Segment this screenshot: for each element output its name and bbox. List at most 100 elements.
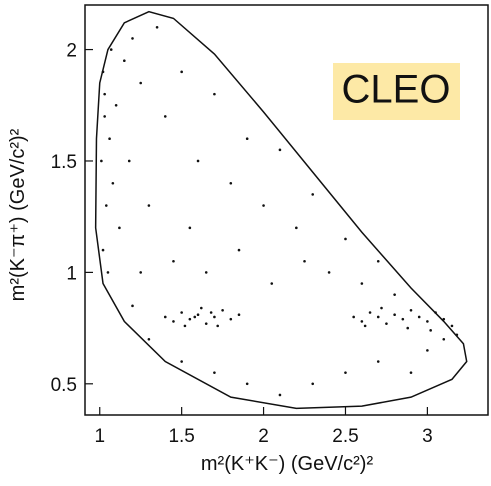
event-point: [393, 313, 396, 317]
y-tick-label: 0.5: [51, 375, 77, 396]
event-point: [193, 315, 197, 319]
event-point: [127, 159, 131, 163]
event-point: [101, 70, 105, 74]
event-point: [213, 371, 216, 374]
event-point: [442, 337, 446, 341]
event-point: [344, 371, 347, 374]
x-tick-label: 3: [422, 426, 433, 447]
event-point: [196, 159, 200, 163]
event-point: [109, 48, 113, 51]
event-point: [409, 371, 413, 374]
y-tick-label: 2: [66, 41, 77, 62]
event-point: [360, 282, 364, 285]
event-point: [237, 313, 241, 317]
event-point: [262, 204, 265, 207]
event-point: [188, 317, 192, 321]
event-point: [213, 315, 216, 319]
event-point: [229, 317, 233, 321]
event-point: [270, 282, 274, 285]
event-point: [450, 324, 454, 328]
plot-frame: [84, 4, 489, 416]
event-point: [196, 313, 200, 317]
event-point: [376, 259, 380, 263]
event-point: [147, 337, 151, 341]
event-point: [118, 226, 121, 230]
event-point: [180, 360, 183, 363]
event-point: [180, 70, 183, 74]
event-point: [426, 320, 429, 323]
event-point: [155, 25, 159, 29]
event-point: [393, 293, 396, 296]
event-point: [183, 324, 187, 328]
event-point: [172, 320, 175, 323]
event-point: [311, 193, 315, 196]
event-point: [147, 204, 151, 207]
event-point: [352, 315, 355, 319]
event-point: [245, 137, 249, 140]
event-point: [139, 271, 142, 274]
event-point: [104, 204, 108, 207]
x-tick-label: 2: [258, 426, 269, 447]
event-point: [131, 37, 134, 40]
event-point: [100, 159, 103, 163]
event-point: [106, 271, 110, 274]
event-point: [163, 315, 167, 319]
event-point: [401, 317, 405, 321]
event-point: [455, 333, 459, 337]
event-point: [111, 181, 115, 185]
event-point: [101, 248, 105, 252]
event-point: [200, 306, 203, 310]
x-tick-label: 1.5: [168, 426, 194, 447]
event-point: [123, 59, 126, 63]
event-point: [108, 137, 111, 140]
event-point: [417, 315, 421, 319]
event-point: [363, 324, 367, 328]
event-point: [360, 320, 364, 323]
event-point: [409, 308, 413, 312]
event-point: [327, 271, 331, 274]
event-point: [278, 393, 282, 397]
event-point: [216, 324, 219, 328]
x-axis-title: m²(K⁺K⁻) (GeV/c²)²: [201, 453, 374, 475]
event-point: [204, 322, 208, 325]
event-point: [245, 382, 249, 386]
event-point: [429, 329, 432, 332]
event-point: [344, 237, 347, 241]
annotation: CLEO: [342, 68, 451, 112]
y-tick-label: 1.5: [51, 152, 77, 173]
event-point: [180, 311, 183, 314]
x-tick-label: 2.5: [332, 426, 358, 447]
event-point: [385, 322, 388, 325]
event-point: [376, 360, 380, 363]
kinematic-boundary: [94, 10, 468, 410]
event-point: [103, 115, 106, 118]
event-point: [229, 181, 233, 185]
event-point: [380, 306, 383, 310]
x-tick-label: 1: [94, 426, 105, 447]
y-tick-label: 1: [66, 263, 77, 284]
event-point: [303, 259, 306, 263]
event-point: [434, 311, 437, 314]
event-point: [406, 326, 410, 330]
event-point: [426, 349, 429, 352]
event-point: [213, 92, 216, 96]
event-point: [376, 315, 380, 319]
event-point: [172, 259, 175, 263]
event-point: [139, 81, 142, 85]
event-point: [163, 115, 167, 118]
event-point: [368, 311, 372, 314]
event-point: [221, 308, 224, 312]
annotation-box: [333, 63, 460, 120]
event-point: [131, 304, 134, 308]
event-point: [311, 382, 315, 386]
y-axis-title: m²(K⁻π⁺) (GeV/c²)²: [7, 128, 29, 301]
event-point: [103, 92, 106, 96]
event-point: [442, 317, 446, 321]
event-point: [188, 226, 192, 230]
event-point: [278, 148, 282, 152]
event-point: [114, 103, 118, 107]
event-point: [295, 226, 298, 230]
event-point: [237, 248, 241, 252]
